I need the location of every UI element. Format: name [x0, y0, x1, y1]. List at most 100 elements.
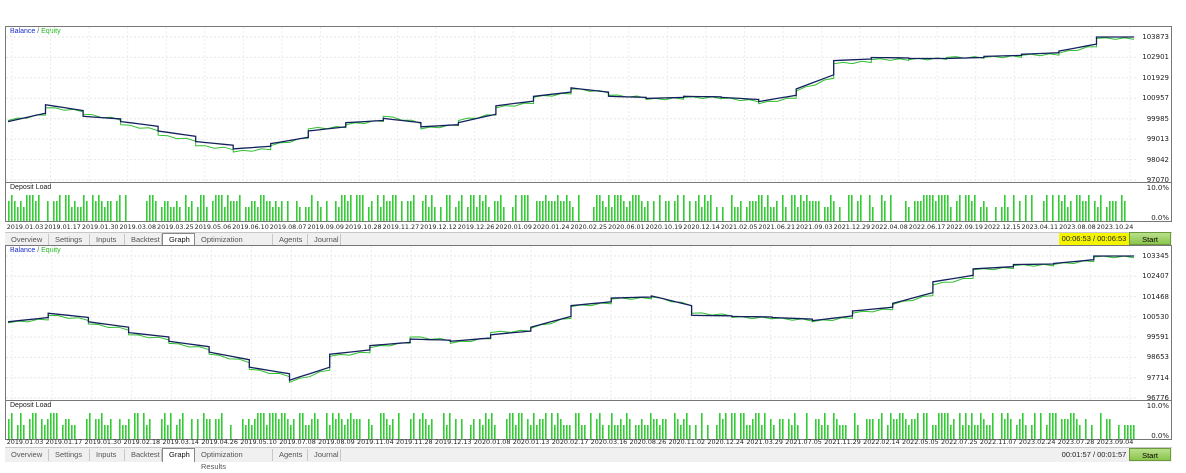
deposit-load-bar: [1112, 201, 1114, 221]
tab-agents[interactable]: Agents: [273, 449, 308, 461]
deposit-load-bar: [449, 413, 451, 439]
deposit-load-bar: [347, 419, 349, 439]
deposit-load-bar: [872, 419, 874, 439]
deposit-load-bar: [731, 195, 733, 221]
tab-graph[interactable]: Graph: [162, 448, 195, 462]
deposit-load-bar: [1133, 425, 1135, 439]
elapsed-timer-1: 00:06:53 / 00:06:53: [1059, 233, 1129, 245]
tab-journal[interactable]: Journal: [308, 234, 341, 246]
x-axis-label: 2021.11.29: [824, 438, 861, 446]
tab-journal[interactable]: Journal: [308, 449, 341, 461]
deposit-load-bar: [488, 419, 490, 439]
deposit-load-bar: [779, 419, 781, 439]
deposit-load-bar: [161, 419, 163, 439]
deposit-load-bar: [1094, 201, 1096, 221]
deposit-load-bar: [359, 195, 361, 221]
deposit-load-bar: [482, 425, 484, 439]
tab-inputs[interactable]: Inputs: [90, 449, 125, 461]
deposit-load-bar: [269, 413, 271, 439]
deposit-load-bar: [896, 419, 898, 439]
deposit-load-bar: [1079, 425, 1081, 439]
deposit-load-bar: [935, 425, 937, 439]
deposit-load-bar: [26, 195, 28, 221]
y-axis-label: 97070: [1146, 176, 1169, 184]
deposit-load-bar: [1124, 201, 1126, 221]
deposit-load-bar: [827, 207, 829, 221]
deposit-load-bar: [926, 195, 928, 221]
legend-equity: Equity: [41, 247, 61, 254]
deposit-load-bar: [341, 419, 343, 439]
deposit-load-bar: [485, 413, 487, 439]
tab-settings[interactable]: Settings: [49, 449, 90, 461]
deposit-load-bar: [563, 201, 565, 221]
deposit-load-bar: [878, 419, 880, 439]
deposit-load-bar: [806, 195, 808, 221]
x-axis-label: 2020.08.26: [629, 438, 667, 446]
tab-backtest[interactable]: Backtest: [125, 234, 162, 246]
deposit-load-min: 0.0%: [1151, 214, 1169, 222]
x-axis-label: 2021.02.05: [720, 223, 758, 231]
deposit-load-bar: [122, 425, 124, 439]
deposit-load-bar: [74, 201, 76, 221]
deposit-load-bar: [440, 207, 442, 221]
deposit-load-bar: [818, 419, 820, 439]
deposit-load-bar: [764, 413, 766, 439]
equity-line: [7, 37, 1135, 153]
deposit-load-bar: [923, 413, 925, 439]
deposit-load-bar: [20, 201, 22, 221]
deposit-load-bar: [944, 413, 946, 439]
tab-overview[interactable]: Overview: [5, 449, 49, 461]
deposit-load-bar: [866, 419, 868, 439]
tab-graph[interactable]: Graph: [162, 233, 195, 247]
legend-balance: Balance: [10, 28, 36, 35]
deposit-load-bar: [29, 419, 31, 439]
tab-optimization-results[interactable]: Optimization Results: [195, 449, 273, 471]
deposit-load-bar: [986, 425, 988, 439]
deposit-load-bar: [995, 207, 997, 221]
x-axis-label: 2019.01.30: [81, 223, 119, 231]
deposit-load-bar: [881, 195, 883, 221]
deposit-load-bar: [773, 207, 775, 221]
deposit-load-bar: [515, 425, 517, 439]
elapsed-timer-2: 00:01:57 / 00:01:57: [1061, 450, 1127, 459]
tab-backtest[interactable]: Backtest: [125, 449, 162, 461]
deposit-load-bar: [1121, 195, 1123, 221]
x-axis-label: 2019.11.28: [395, 438, 433, 446]
deposit-load-bar: [938, 195, 940, 221]
x-axis-label: 2023.04.11: [1021, 223, 1059, 231]
deposit-load-bar: [551, 413, 553, 439]
deposit-load-bar: [1067, 207, 1069, 221]
deposit-load-bar: [203, 195, 205, 221]
deposit-load-bar: [1013, 195, 1015, 221]
x-axis-label: 2020.01.13: [512, 438, 550, 446]
deposit-load-bar: [74, 425, 76, 439]
start-button-1[interactable]: Start: [1129, 232, 1171, 245]
deposit-load-bar: [809, 201, 811, 221]
deposit-load-bar: [305, 425, 307, 439]
tab-settings[interactable]: Settings: [49, 234, 90, 246]
deposit-load-bar: [743, 413, 745, 439]
deposit-load-bar: [1124, 425, 1126, 439]
deposit-load-bar: [53, 413, 55, 439]
tab-inputs[interactable]: Inputs: [90, 234, 125, 246]
deposit-load-bar: [965, 413, 967, 439]
deposit-load-bar: [368, 207, 370, 221]
deposit-load-bar: [698, 195, 700, 221]
deposit-load-bar: [647, 201, 649, 221]
deposit-load-bar: [980, 413, 982, 439]
deposit-load-bar: [161, 207, 163, 221]
deposit-load-bar: [470, 425, 472, 439]
deposit-load-bar: [545, 195, 547, 221]
tab-agents[interactable]: Agents: [273, 234, 308, 246]
deposit-load-bar: [941, 413, 943, 439]
deposit-load-bar: [308, 425, 310, 439]
deposit-load-bar: [197, 419, 199, 439]
x-axis-label: 2019.01.03: [6, 223, 44, 231]
deposit-load-bar: [941, 195, 943, 221]
deposit-load-bar: [968, 425, 970, 439]
deposit-load-bar: [971, 413, 973, 439]
deposit-load-bar: [539, 419, 541, 439]
tab-overview[interactable]: Overview: [5, 234, 49, 246]
start-button-2[interactable]: Start: [1129, 448, 1171, 461]
deposit-load-bar: [242, 419, 244, 439]
